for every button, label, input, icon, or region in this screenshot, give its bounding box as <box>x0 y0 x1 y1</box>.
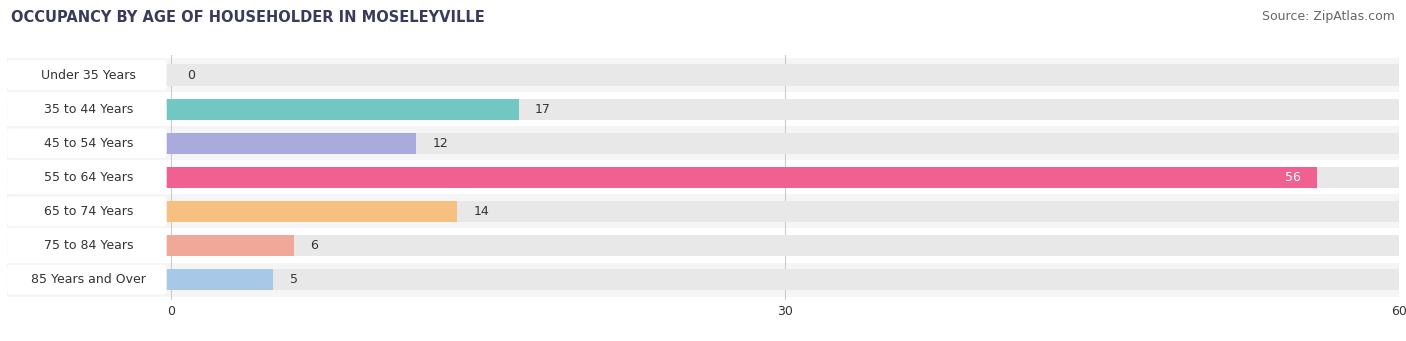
Bar <box>7 133 416 154</box>
FancyBboxPatch shape <box>7 163 167 192</box>
Text: 5: 5 <box>290 273 298 286</box>
FancyBboxPatch shape <box>7 265 167 295</box>
Text: 12: 12 <box>433 137 449 150</box>
Text: 55 to 64 Years: 55 to 64 Years <box>44 171 134 184</box>
Bar <box>7 235 1399 256</box>
Bar <box>7 133 1399 154</box>
Text: 65 to 74 Years: 65 to 74 Years <box>44 205 134 218</box>
Text: 14: 14 <box>474 205 489 218</box>
Bar <box>7 269 1399 290</box>
Bar <box>7 201 457 222</box>
FancyBboxPatch shape <box>7 196 167 226</box>
FancyBboxPatch shape <box>7 129 167 158</box>
Bar <box>7 92 1399 126</box>
Bar <box>7 167 1399 188</box>
Bar <box>7 201 1399 222</box>
Bar <box>7 99 519 120</box>
Bar <box>7 228 1399 263</box>
Text: 17: 17 <box>536 103 551 116</box>
Text: 6: 6 <box>309 239 318 252</box>
Text: Source: ZipAtlas.com: Source: ZipAtlas.com <box>1261 10 1395 23</box>
Bar <box>7 194 1399 228</box>
Text: 56: 56 <box>1285 171 1301 184</box>
Bar <box>7 263 1399 297</box>
Text: 85 Years and Over: 85 Years and Over <box>31 273 146 286</box>
Bar <box>7 235 294 256</box>
Text: 45 to 54 Years: 45 to 54 Years <box>44 137 134 150</box>
Text: OCCUPANCY BY AGE OF HOUSEHOLDER IN MOSELEYVILLE: OCCUPANCY BY AGE OF HOUSEHOLDER IN MOSEL… <box>11 10 485 25</box>
Text: Under 35 Years: Under 35 Years <box>41 69 136 81</box>
Bar <box>7 99 1399 120</box>
FancyBboxPatch shape <box>7 231 167 261</box>
Bar <box>7 126 1399 160</box>
Text: 0: 0 <box>187 69 195 81</box>
Text: 35 to 44 Years: 35 to 44 Years <box>44 103 134 116</box>
FancyBboxPatch shape <box>7 60 167 90</box>
Bar <box>7 269 273 290</box>
Bar <box>7 58 1399 92</box>
Bar <box>7 167 1317 188</box>
Text: 75 to 84 Years: 75 to 84 Years <box>44 239 134 252</box>
Bar <box>7 160 1399 194</box>
Bar <box>7 64 1399 86</box>
FancyBboxPatch shape <box>7 94 167 124</box>
